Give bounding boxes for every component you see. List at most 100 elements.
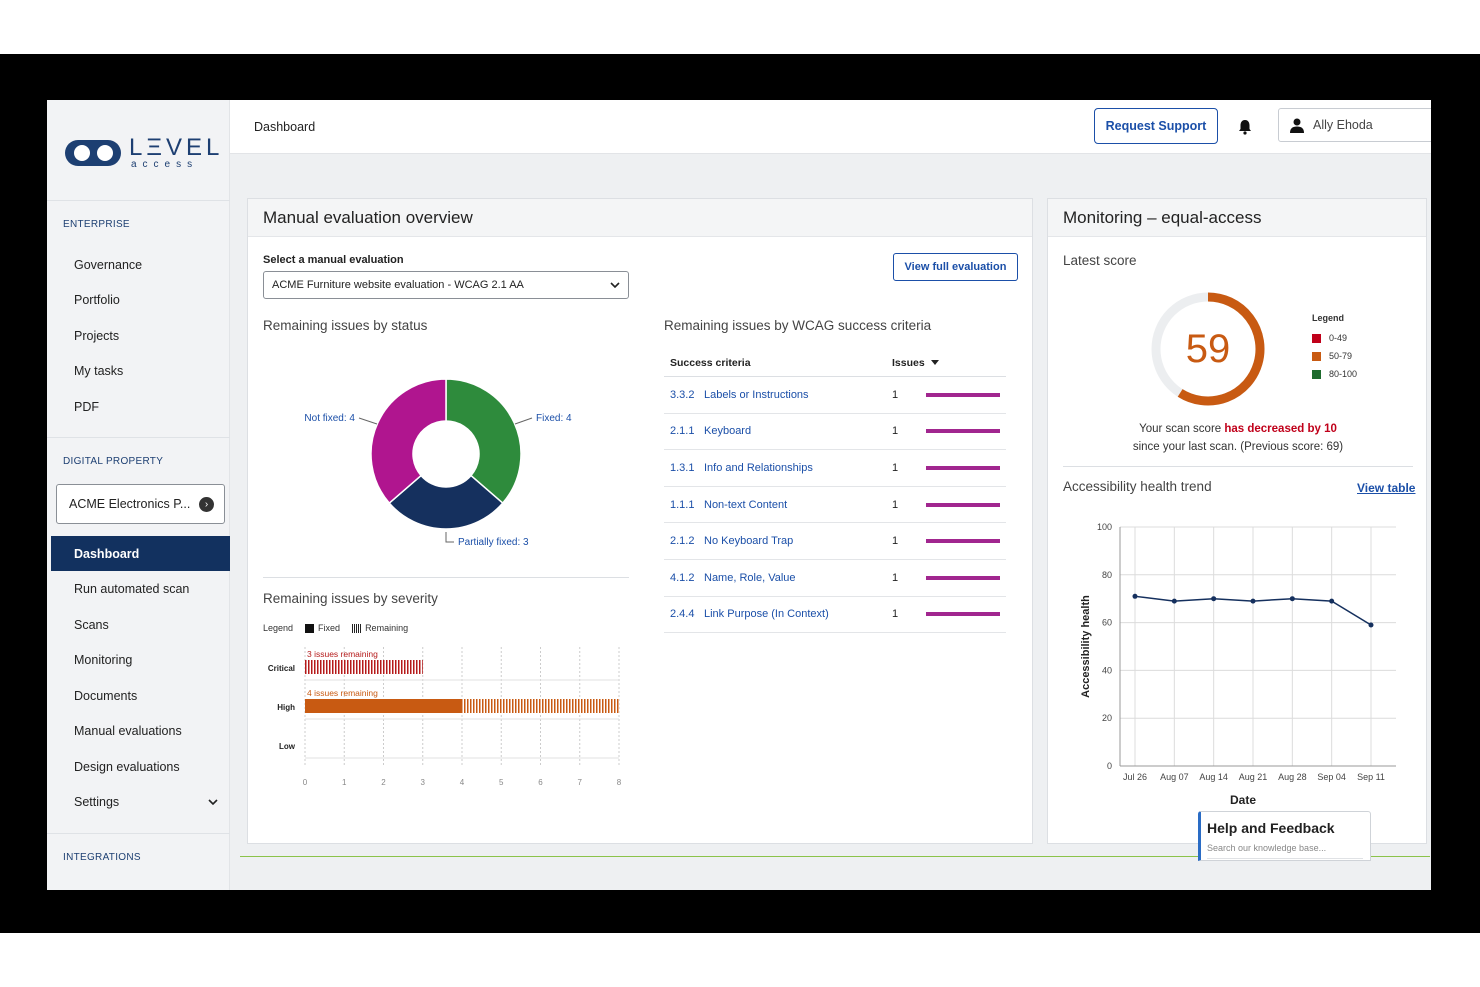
trend-point[interactable]: [1171, 598, 1177, 604]
sidebar-item-label: Settings: [74, 795, 120, 809]
trend-point[interactable]: [1211, 596, 1217, 602]
col-issues-sort[interactable]: Issues: [892, 357, 939, 369]
col-success-criteria: Success criteria: [670, 356, 751, 369]
top-bar: Dashboard Request Support Ally Ehoda: [230, 100, 1431, 154]
sidebar-item-documents[interactable]: Documents: [51, 678, 230, 713]
latest-score-label: Latest score: [1063, 253, 1137, 268]
criteria-link[interactable]: 1.1.1 Non-text Content: [664, 499, 892, 511]
score-legend-item: 80-100: [1312, 369, 1357, 379]
view-full-evaluation-button[interactable]: View full evaluation: [893, 253, 1018, 281]
trend-point[interactable]: [1250, 598, 1256, 604]
legend-remaining-swatch: [352, 623, 362, 633]
wcag-title: Remaining issues by WCAG success criteri…: [664, 318, 932, 333]
slice-label: Fixed: 4: [536, 413, 572, 424]
trend-point[interactable]: [1329, 598, 1335, 604]
footer-divider: [240, 856, 1430, 857]
severity-chart-title: Remaining issues by severity: [263, 591, 438, 606]
donut-slice[interactable]: [370, 378, 447, 505]
issue-count: 1: [892, 608, 899, 621]
criteria-name: Link Purpose (In Context): [704, 608, 829, 621]
user-menu[interactable]: Ally Ehoda: [1278, 108, 1431, 142]
x-tick-label: Aug 28: [1278, 772, 1307, 782]
sidebar-item-portfolio[interactable]: Portfolio: [74, 293, 120, 307]
trend-point[interactable]: [1289, 596, 1295, 602]
criteria-link[interactable]: 4.1.2 Name, Role, Value: [664, 572, 892, 584]
bar-remaining[interactable]: [305, 660, 423, 674]
sidebar-item-run-automated-scan[interactable]: Run automated scan: [51, 572, 230, 607]
request-support-button[interactable]: Request Support: [1094, 108, 1218, 144]
sidebar-item-projects[interactable]: Projects: [74, 328, 120, 343]
sidebar-item-pdf[interactable]: PDF: [74, 399, 99, 414]
sidebar-item-manual-evaluations[interactable]: Manual evaluations: [51, 714, 230, 749]
sidebar-item-design-evaluations[interactable]: Design evaluations: [51, 749, 230, 784]
sidebar-item-label: Dashboard: [74, 546, 140, 561]
help-search-input[interactable]: Search our knowledge base...: [1207, 843, 1363, 859]
y-tick-label: 100: [1097, 522, 1112, 532]
issue-count: 1: [892, 535, 899, 548]
label-leader: [514, 417, 533, 425]
wcag-table: Success criteria Issues 3.3.2 Labels or I…: [664, 349, 1006, 634]
col-issues-label: Issues: [892, 356, 925, 369]
criteria-link[interactable]: 3.3.2 Labels or Instructions: [664, 389, 892, 401]
view-table-link[interactable]: View table: [1357, 481, 1416, 495]
sidebar-item-settings[interactable]: Settings: [51, 785, 230, 820]
x-tick-label: 1: [342, 778, 347, 787]
digital-property-select[interactable]: ACME Electronics P... ›: [56, 484, 225, 524]
legend-range: 80-100: [1329, 369, 1358, 379]
criteria-name: Info and Relationships: [704, 461, 813, 474]
table-row: 2.4.4 Link Purpose (In Context) 1: [664, 597, 1006, 634]
divider: [263, 577, 629, 578]
sidebar-item-scans[interactable]: Scans: [51, 607, 230, 642]
criteria-number: 4.1.2: [670, 571, 695, 584]
select-evaluation-label: Select a manual evaluation: [263, 254, 404, 266]
criteria-number: 1.3.1: [670, 461, 695, 474]
issue-count: 1: [892, 388, 899, 401]
sidebar-item-label: Documents: [74, 688, 138, 703]
y-tick-label: 80: [1102, 570, 1112, 580]
x-tick-label: 2: [381, 778, 386, 787]
donut-slice[interactable]: [388, 474, 504, 530]
donut-slice[interactable]: [445, 378, 522, 505]
divider: [1063, 466, 1413, 467]
status-chart-title: Remaining issues by status: [263, 318, 428, 333]
legend-fixed-swatch: [305, 623, 315, 633]
evaluation-select[interactable]: ACME Furniture website evaluation - WCAG…: [263, 271, 629, 299]
evaluation-select-value: ACME Furniture website evaluation - WCAG…: [272, 279, 524, 291]
sidebar-item-my-tasks[interactable]: My tasks: [74, 364, 124, 378]
health-trend-title: Accessibility health trend: [1063, 479, 1212, 494]
issue-count: 1: [892, 461, 899, 474]
sidebar-item-governance[interactable]: Governance: [74, 257, 143, 272]
criteria-number: 2.1.1: [670, 425, 695, 438]
table-row: 1.1.1 Non-text Content 1: [664, 487, 1006, 524]
criteria-number: 2.4.4: [670, 608, 695, 621]
bar-annotation: 3 issues remaining: [307, 649, 378, 659]
criteria-link[interactable]: 2.1.2 No Keyboard Trap: [664, 535, 892, 547]
bar-remaining[interactable]: [462, 699, 619, 713]
sidebar-item-dashboard[interactable]: Dashboard: [51, 536, 230, 571]
legend-fixed: Fixed: [318, 623, 341, 633]
logo-mark-icon: [65, 140, 121, 166]
criteria-number: 2.1.2: [670, 535, 695, 548]
table-row: 2.1.1 Keyboard 1: [664, 414, 1006, 451]
level-access-logo[interactable]: LΞVEL access: [65, 136, 223, 170]
criteria-link[interactable]: 1.3.1 Info and Relationships: [664, 462, 892, 474]
slice-label: Not fixed: 4: [304, 413, 355, 424]
sidebar-item-monitoring[interactable]: Monitoring: [51, 643, 230, 678]
chevron-down-icon: [610, 282, 620, 288]
criteria-link[interactable]: 2.4.4 Link Purpose (In Context): [664, 608, 892, 620]
legend-swatch: [1312, 351, 1321, 361]
bar-fixed[interactable]: [305, 699, 462, 713]
health-trend-chart: 0 20 40 60 80 100 Jul 26 Aug 07 Aug 14 Aug 21 Aug …: [1080, 522, 1396, 807]
criteria-number: 1.1.1: [670, 498, 695, 511]
x-tick-label: 4: [460, 778, 465, 787]
issue-bar: [926, 612, 1000, 617]
gauge-fill: [1177, 292, 1265, 406]
breadcrumb: Dashboard: [254, 120, 316, 134]
legend-swatch: [1312, 369, 1321, 379]
criteria-link[interactable]: 2.1.1 Keyboard: [664, 425, 892, 437]
trend-point[interactable]: [1132, 593, 1138, 599]
trend-point[interactable]: [1368, 622, 1374, 628]
issue-bar: [926, 429, 1000, 434]
bell-icon[interactable]: [1236, 118, 1254, 136]
help-feedback-widget[interactable]: Help and Feedback Search our knowledge b…: [1198, 811, 1371, 861]
